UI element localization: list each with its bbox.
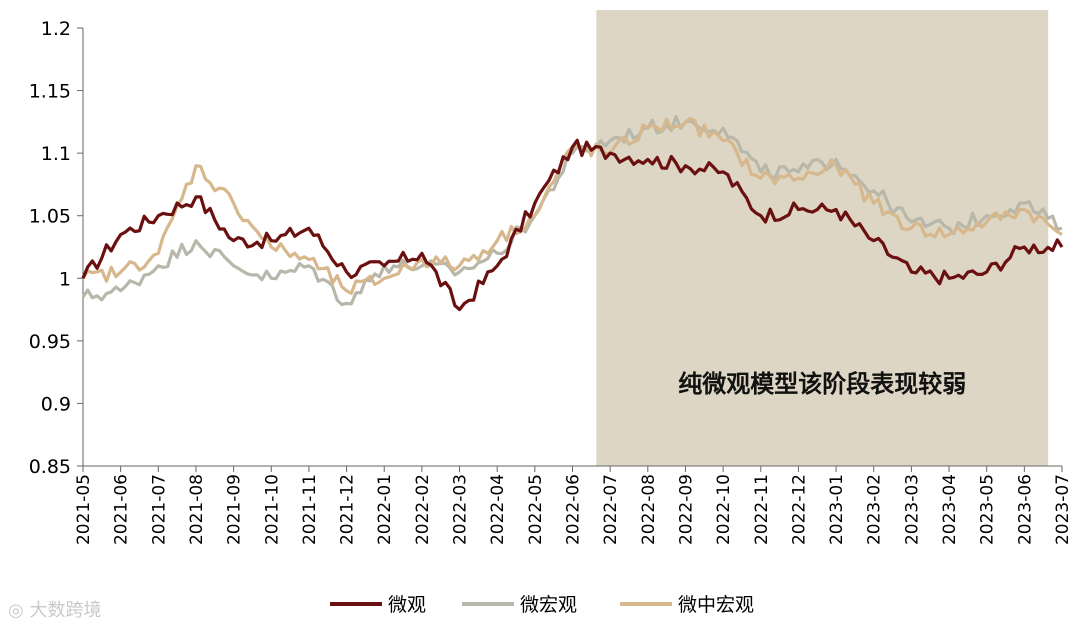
x-tick-label: 2021-09 [225,474,245,545]
x-tick-label: 2023-05 [978,474,998,545]
x-tick-label: 2021-08 [187,474,207,545]
watermark-icon: ◎ [8,600,24,621]
watermark-text: 大数跨境 [29,600,102,621]
x-tick-label: 2021-10 [262,474,282,545]
x-tick-label: 2021-05 [74,474,94,545]
x-tick-label: 2021-11 [300,474,320,545]
x-tick-label: 2022-12 [789,474,809,545]
y-tick-label: 1.2 [41,18,71,40]
x-tick-label: 2022-04 [488,474,508,545]
x-tick-label: 2022-06 [564,474,584,545]
x-tick-label: 2022-11 [752,474,772,545]
x-tick-label: 2021-06 [112,474,132,545]
x-tick-label: 2022-02 [413,474,433,545]
x-tick-label: 2021-12 [338,474,358,545]
y-tick-label: 1 [59,268,71,290]
legend-label: 微宏观 [520,594,577,616]
y-tick-label: 0.9 [41,393,71,415]
x-tick-label: 2022-05 [526,474,546,545]
x-tick-label: 2022-07 [601,474,621,545]
x-tick-label: 2022-09 [676,474,696,545]
legend: 微观 微宏观 微中宏观 [330,594,754,616]
watermark-logo: ◎ 大数跨境 [8,596,101,622]
x-tick-label: 2023-07 [1053,474,1073,545]
x-tick-label: 2023-02 [865,474,885,545]
x-tick-label: 2022-01 [375,474,395,545]
x-tick-label: 2023-01 [827,474,847,545]
y-tick-label: 1.15 [29,81,71,103]
legend-label: 微观 [388,594,426,616]
x-tick-label: 2022-03 [451,474,471,545]
y-axis-ticks: 1.2 1.15 1.1 1.05 1 0.95 0.9 0.85 [29,18,83,478]
series-lines [81,115,1064,312]
legend-label: 微中宏观 [678,594,754,616]
y-tick-label: 1.05 [29,206,71,228]
x-tick-label: 2021-07 [149,474,169,545]
x-axis-ticks: 2021-05 2021-06 2021-07 2021-08 2021-09 2021-… [74,466,1073,545]
x-tick-label: 2022-08 [639,474,659,545]
highlight-region [596,10,1049,466]
y-tick-label: 1.1 [41,143,71,165]
y-tick-label: 0.95 [29,331,71,353]
y-tick-label: 0.85 [29,456,71,478]
annotation-label: 纯微观模型该阶段表现较弱 [678,370,966,398]
x-tick-label: 2023-03 [902,474,922,545]
x-tick-label: 2023-06 [1015,474,1035,545]
x-tick-label: 2022-10 [714,474,734,545]
x-tick-label: 2023-04 [940,474,960,545]
